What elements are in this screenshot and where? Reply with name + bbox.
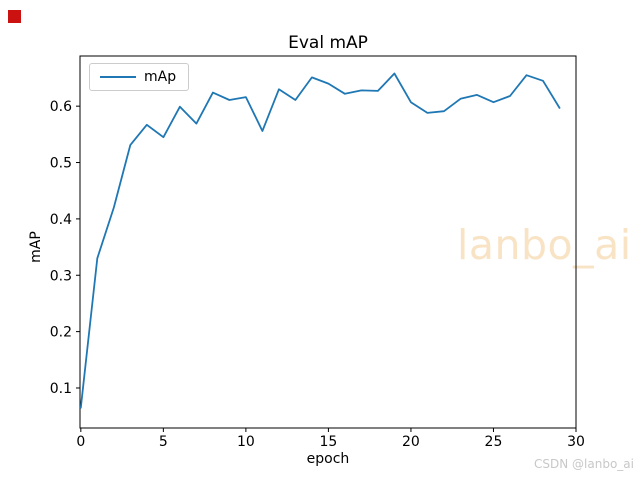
chart-title: Eval mAP — [288, 33, 368, 53]
legend-label: mAp — [144, 69, 177, 85]
y-tick-label: 0.6 — [50, 99, 72, 115]
x-tick-label: 20 — [402, 434, 420, 450]
x-tick-label: 0 — [76, 434, 85, 450]
map-line-series — [79, 72, 561, 409]
legend-line-sample — [100, 76, 136, 78]
y-tick-label: 0.5 — [50, 156, 72, 172]
y-tick-label: 0.3 — [50, 268, 72, 284]
x-tick-label: 10 — [237, 434, 255, 450]
x-axis-label: epoch — [306, 451, 350, 467]
y-tick-label: 0.4 — [50, 212, 72, 228]
x-tick-label: 15 — [319, 434, 337, 450]
watermark-text: lanbo_ai — [457, 221, 632, 269]
csdn-watermark: CSDN @lanbo_ai — [534, 457, 634, 471]
x-tick-label: 25 — [485, 434, 503, 450]
y-tick-label: 0.2 — [50, 325, 72, 341]
x-tick-label: 30 — [567, 434, 585, 450]
red-marker-square — [8, 10, 21, 23]
x-tick-label: 5 — [159, 434, 168, 450]
y-tick-label: 0.1 — [50, 381, 72, 397]
legend: mAp — [89, 63, 190, 91]
plot-spines — [79, 55, 577, 429]
